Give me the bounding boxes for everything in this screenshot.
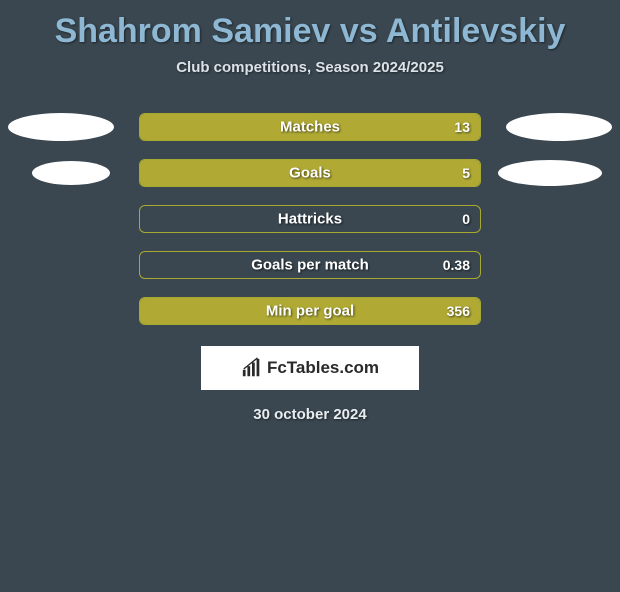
stat-bar: Goals5	[139, 159, 481, 187]
stat-value: 0.38	[443, 257, 470, 273]
stat-value: 5	[462, 165, 470, 181]
stat-bar: Min per goal356	[139, 297, 481, 325]
stat-label: Matches	[140, 119, 480, 136]
logo-text: FcTables.com	[267, 358, 379, 378]
stat-row: Goals5	[0, 150, 620, 196]
date-text: 30 october 2024	[0, 406, 620, 423]
logo-box: FcTables.com	[201, 346, 419, 390]
stat-value: 356	[447, 303, 470, 319]
stat-row: Hattricks0	[0, 196, 620, 242]
stat-label: Goals per match	[140, 257, 480, 274]
stat-bar: Matches13	[139, 113, 481, 141]
stat-label: Hattricks	[140, 211, 480, 228]
left-ellipse	[32, 161, 110, 185]
stat-label: Min per goal	[140, 303, 480, 320]
chart-icon	[241, 357, 263, 379]
stat-value: 0	[462, 211, 470, 227]
stat-row: Min per goal356	[0, 288, 620, 334]
stat-row: Goals per match0.38	[0, 242, 620, 288]
left-ellipse	[8, 113, 114, 141]
stat-bar: Hattricks0	[139, 205, 481, 233]
stat-value: 13	[454, 119, 470, 135]
stat-row: Matches13	[0, 104, 620, 150]
right-ellipse	[498, 160, 602, 186]
page-subtitle: Club competitions, Season 2024/2025	[0, 59, 620, 76]
right-ellipse	[506, 113, 612, 141]
stats-content: Matches13 Goals5 Hattricks0 Goals per match…	[0, 104, 620, 334]
stat-bar: Goals per match0.38	[139, 251, 481, 279]
page-title: Shahrom Samiev vs Antilevskiy	[0, 12, 620, 51]
stat-label: Goals	[140, 165, 480, 182]
